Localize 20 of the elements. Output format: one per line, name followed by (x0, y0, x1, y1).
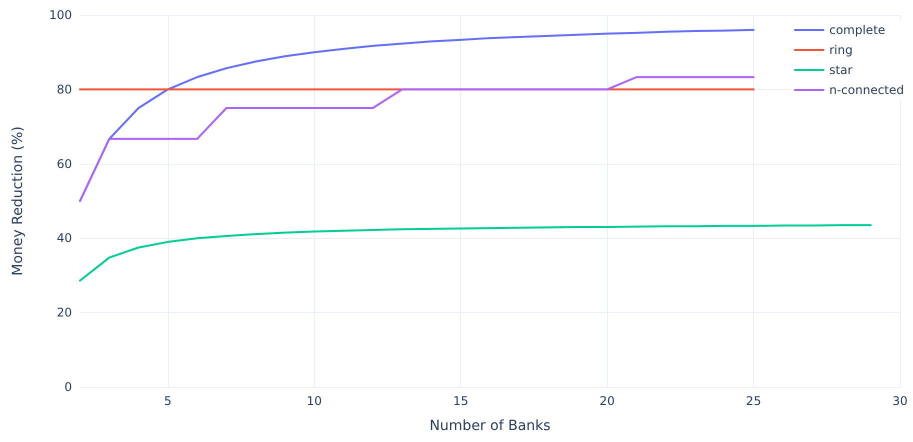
x-tick-label: 30 (892, 394, 908, 408)
y-axis-title: Money Reduction (%) (10, 126, 26, 276)
x-axis-title: Number of Banks (429, 418, 551, 434)
y-tick-label: 60 (56, 156, 72, 171)
legend-label: n-connected (829, 83, 904, 97)
y-tick-label: 40 (56, 231, 72, 246)
line-series (79, 224, 872, 282)
y-tick-label: 80 (56, 82, 72, 96)
line-series (79, 76, 755, 202)
y-tick-label: 20 (56, 306, 72, 320)
legend-label: complete (829, 23, 886, 37)
x-tick-label: 10 (306, 394, 322, 408)
y-tick-label: 100 (49, 8, 72, 22)
y-tick-label: 0 (64, 380, 72, 394)
legend-label: ring (829, 43, 853, 57)
x-tick-label: 25 (746, 394, 762, 408)
x-tick-label: 5 (164, 394, 172, 408)
x-tick-label: 15 (453, 394, 468, 408)
x-tick-label: 20 (600, 394, 615, 408)
legend-label: star (829, 63, 853, 77)
